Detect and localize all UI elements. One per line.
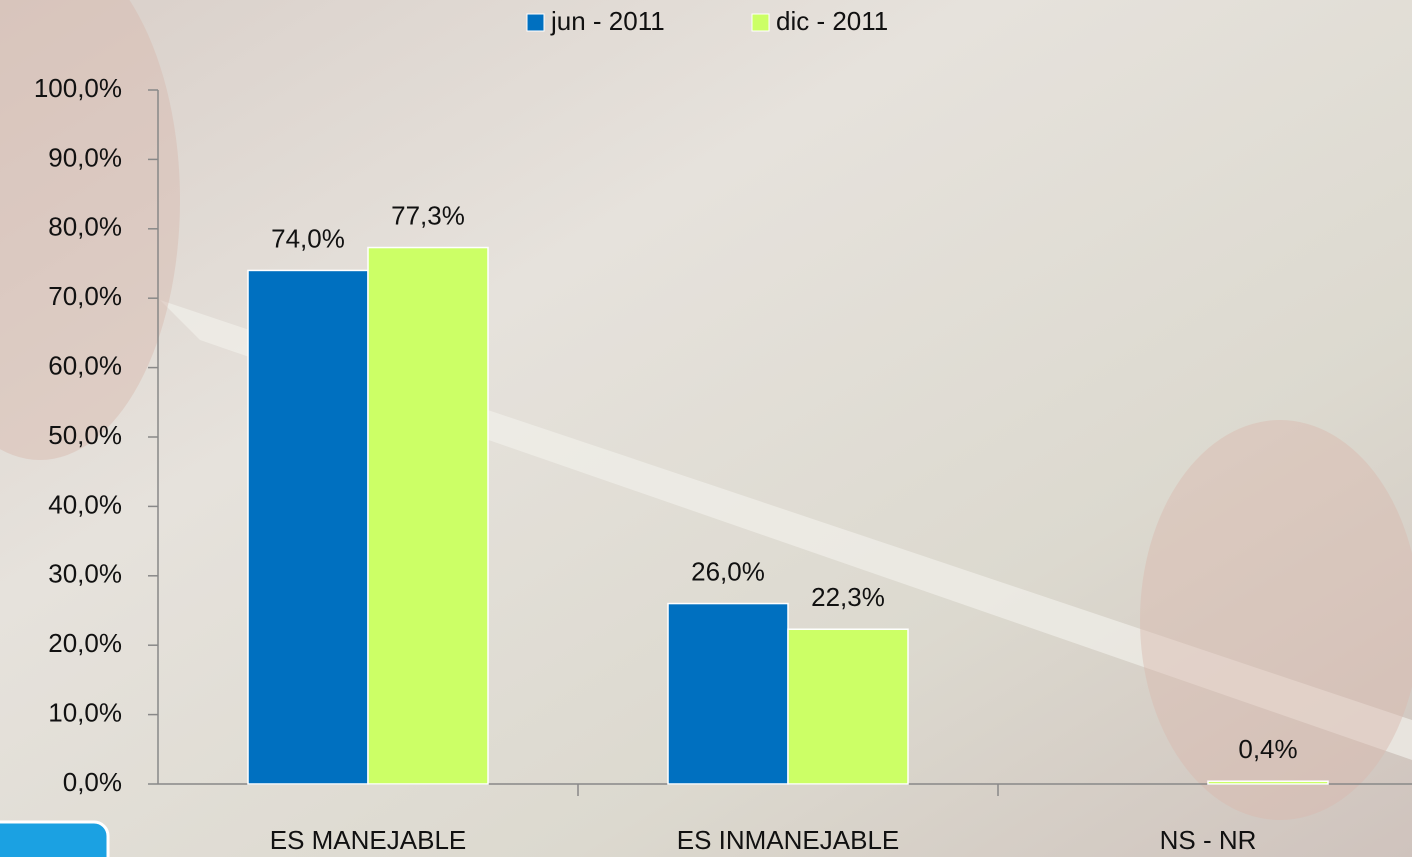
chart: 0,0% 10,0% 20,0% 30,0% 40,0% 50,0% 60,0% 70,0% 8… <box>0 0 1412 857</box>
y-tick-label: 80,0% <box>48 212 122 242</box>
y-tick-label: 60,0% <box>48 350 122 380</box>
bar <box>788 629 908 784</box>
legend-label: dic - 2011 <box>776 6 888 36</box>
legend-swatch <box>752 14 769 31</box>
x-tick-label: ES INMANEJABLE <box>677 825 900 855</box>
y-tick-label: 10,0% <box>48 697 122 727</box>
y-tick-label: 90,0% <box>48 142 122 172</box>
bar <box>1208 781 1328 784</box>
x-tick-label: NS - NR <box>1160 825 1257 855</box>
y-tick-label: 100,0% <box>34 73 122 103</box>
value-label: 74,0% <box>271 223 345 253</box>
y-tick-label: 0,0% <box>63 767 122 797</box>
y-tick-label: 50,0% <box>48 420 122 450</box>
y-tick-label: 70,0% <box>48 281 122 311</box>
legend-label: jun - 2011 <box>550 6 665 36</box>
value-label: 77,3% <box>391 200 465 230</box>
y-tick-label: 40,0% <box>48 489 122 519</box>
bar <box>368 248 488 784</box>
x-tick-label: ES MANEJABLE <box>270 825 467 855</box>
corner-box <box>0 822 108 857</box>
y-tick-label: 30,0% <box>48 559 122 589</box>
value-label: 0,4% <box>1238 734 1297 764</box>
y-tick-label: 20,0% <box>48 628 122 658</box>
bar <box>248 270 368 784</box>
value-label: 22,3% <box>811 582 885 612</box>
legend-swatch <box>527 14 544 31</box>
value-label: 26,0% <box>691 556 765 586</box>
bar <box>668 604 788 784</box>
